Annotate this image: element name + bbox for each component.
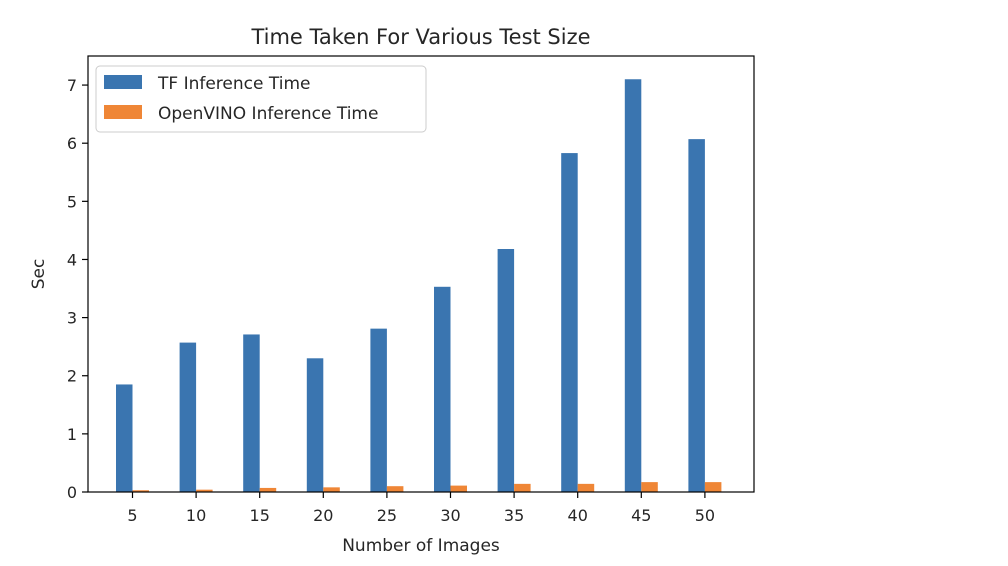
x-tick-label: 10 (186, 506, 206, 525)
bar-openvino-40 (577, 483, 595, 492)
bar-tf-15 (243, 334, 260, 492)
legend: TF Inference Time OpenVINO Inference Tim… (95, 65, 427, 133)
y-tick-label: 1 (67, 425, 77, 444)
bar-openvino-15 (259, 487, 277, 492)
chart-title: Time Taken For Various Test Size (250, 25, 590, 49)
y-tick-label: 3 (67, 309, 77, 328)
y-axis-label: Sec (29, 259, 49, 290)
x-tick-label: 35 (504, 506, 524, 525)
x-tick-label: 20 (313, 506, 333, 525)
bar-tf-10 (179, 342, 197, 492)
x-tick-label: 50 (695, 506, 715, 525)
legend-label-tf: TF Inference Time (157, 74, 310, 94)
bar-openvino-20 (323, 487, 340, 492)
y-tick-label: 0 (67, 483, 77, 502)
x-tick-label: 40 (568, 506, 588, 525)
legend-swatch-openvino (104, 105, 142, 119)
bar-openvino-5 (132, 490, 149, 492)
bar-tf-35 (497, 249, 515, 492)
legend-label-openvino: OpenVINO Inference Time (158, 104, 378, 124)
x-tick-label: 30 (440, 506, 460, 525)
bar-tf-20 (306, 358, 324, 492)
bar-openvino-10 (196, 489, 213, 492)
x-tick-label: 5 (127, 506, 137, 525)
y-tick-label: 7 (67, 76, 77, 95)
bar-tf-5 (116, 384, 133, 492)
bar-tf-30 (434, 286, 451, 492)
y-tick-label: 4 (67, 250, 77, 269)
x-tick-label: 45 (631, 506, 651, 525)
y-tick-label: 6 (67, 134, 77, 153)
x-axis: 5 10 15 20 25 30 35 40 45 50 (127, 492, 715, 525)
bar-openvino-50 (704, 482, 722, 492)
bar-tf-50 (688, 139, 705, 492)
legend-swatch-tf (104, 75, 142, 89)
y-tick-label: 2 (67, 367, 77, 386)
bar-openvino-30 (450, 485, 467, 492)
bar-tf-40 (561, 153, 578, 492)
plot-area-frame (87, 55, 755, 493)
bar-openvino-45 (641, 482, 658, 492)
bar-tf-45 (624, 79, 642, 493)
x-tick-label: 25 (377, 506, 397, 525)
bars-group (116, 79, 722, 493)
x-axis-label: Number of Images (342, 536, 500, 556)
bar-openvino-35 (514, 483, 531, 492)
bar-openvino-25 (386, 486, 404, 492)
y-tick-label: 5 (67, 192, 77, 211)
x-tick-label: 15 (250, 506, 270, 525)
y-axis: 0 1 2 3 4 5 6 7 (67, 76, 88, 502)
legend-box (95, 65, 427, 133)
bar-tf-25 (370, 328, 387, 492)
